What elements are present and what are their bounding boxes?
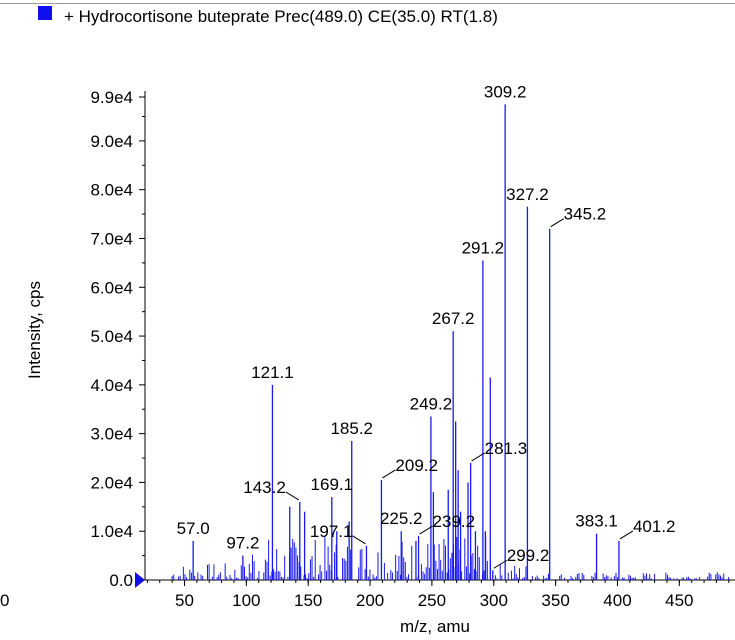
y-tick-label: 6.0e4	[90, 278, 133, 297]
label-leader	[382, 469, 396, 479]
label-leader	[419, 525, 433, 535]
peak-label: 209.2	[395, 456, 438, 475]
peak-label: 281.3	[485, 439, 528, 458]
label-leader	[352, 535, 366, 545]
x-edge-tick-label: 0	[0, 591, 9, 610]
peak-label: 225.2	[380, 509, 423, 528]
x-tick-label: 150	[294, 591, 322, 610]
x-tick-label: 100	[232, 591, 260, 610]
y-tick-label: 9.0e4	[90, 132, 133, 151]
top-rule	[0, 3, 735, 4]
y-tick-label: 3.0e4	[90, 425, 133, 444]
peak-label: 309.2	[484, 82, 527, 101]
x-tick-label: 300	[480, 591, 508, 610]
x-axis-label: m/z, amu	[400, 617, 470, 636]
peak-label: 383.1	[575, 512, 618, 531]
peak-label: 121.1	[251, 363, 294, 382]
peak-label: 291.2	[462, 238, 505, 257]
y-tick-label: 9.9e4	[90, 88, 133, 107]
x-tick-label: 200	[356, 591, 384, 610]
peak-label: 267.2	[432, 309, 475, 328]
peak-label: 401.2	[633, 517, 676, 536]
y-axis-label: Intensity, cps	[25, 281, 44, 379]
peak-label: 327.2	[506, 185, 549, 204]
peak-label: 299.2	[507, 546, 550, 565]
label-leader	[493, 559, 508, 569]
y-tick-label: 4.0e4	[90, 376, 133, 395]
x-tick-label: 350	[541, 591, 569, 610]
axes: 0.0 1.0e4 2.0e4 3.0e4 4.0e4 5.0e4 6.0e4 7.0e4 8.…	[90, 88, 735, 610]
label-leader	[550, 218, 564, 228]
peak-labels: 57.0 97.2 121.1 143.2 169.1 185.2 197.1 209.2 22…	[177, 82, 676, 569]
peaks	[192, 104, 620, 580]
peak-label: 197.1	[310, 522, 353, 541]
x-tick-label: 250	[418, 591, 446, 610]
legend-label: + Hydrocortisone buteprate Prec(489.0) C…	[64, 7, 498, 26]
peak-label: 143.2	[243, 478, 286, 497]
peak-label: 249.2	[410, 395, 453, 414]
peak-label: 185.2	[330, 419, 373, 438]
y-tick-label: 0.0	[109, 571, 133, 590]
y-tick-label: 2.0e4	[90, 473, 133, 492]
label-leader	[285, 491, 300, 501]
peak-label: 345.2	[564, 205, 607, 224]
label-leader	[471, 452, 485, 462]
x-tick-label: 400	[603, 591, 631, 610]
x-tick-label: 450	[665, 591, 693, 610]
y-tick-label: 8.0e4	[90, 181, 133, 200]
origin-marker	[135, 572, 145, 588]
peak-label: 169.1	[311, 475, 354, 494]
peak-label: 97.2	[226, 534, 259, 553]
y-tick-label: 1.0e4	[90, 522, 133, 541]
y-tick-label: 5.0e4	[90, 327, 133, 346]
legend-swatch	[38, 6, 52, 20]
peak-label: 239.2	[433, 512, 476, 531]
peak-label: 57.0	[177, 519, 210, 538]
label-leader	[619, 530, 634, 540]
x-tick-label: 50	[175, 591, 194, 610]
y-tick-label: 7.0e4	[90, 229, 133, 248]
